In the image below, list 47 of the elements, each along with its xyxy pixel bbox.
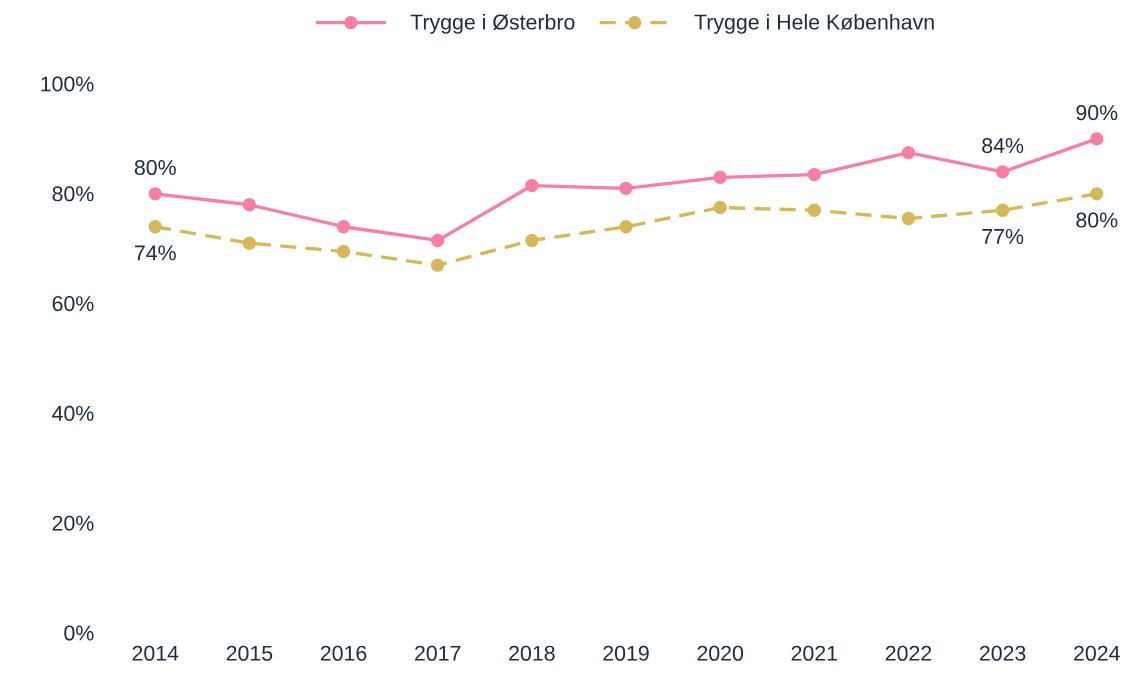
y-tick-label: 60% [52,296,94,312]
x-tick-label: 2015 [226,645,273,661]
point [525,178,539,193]
x-tick-label: 2022 [885,645,932,661]
x-tick-label: 2016 [320,645,367,661]
point [619,181,633,195]
point [901,145,916,160]
data-label: 80% [1076,212,1118,228]
legend-label: Trygge i Østerbro [410,13,575,34]
point [995,203,1010,217]
y-tick-label: 40% [52,405,94,421]
point [242,198,257,212]
x-tick-label: 2018 [509,645,555,661]
point [713,170,727,184]
point [807,203,821,217]
data-label: 90% [1076,105,1118,121]
y-tick-label: 20% [52,515,94,531]
x-tick-label: 2023 [979,645,1026,661]
point [1090,132,1104,146]
y-tick-label: 80% [52,186,94,202]
x-tick-label: 2021 [791,645,837,661]
data-label: 77% [982,228,1024,244]
data-label: 80% [134,159,176,176]
x-tick-label: 2019 [603,645,649,661]
point [1090,187,1104,201]
point [525,233,539,248]
x-tick-label: 2024 [1074,645,1120,661]
data-label: 84% [982,138,1024,154]
point [148,220,162,234]
point [336,244,351,259]
x-tick-label: 2017 [415,645,461,661]
point [336,220,351,234]
point [431,258,445,272]
point [148,187,162,201]
point [242,236,257,250]
x-tick-label: 2020 [697,645,744,661]
point [901,211,916,226]
data-label: 74% [134,245,176,261]
point [807,167,821,182]
y-tick-label: 0% [64,625,94,641]
x-tick-label: 2014 [132,645,179,661]
point [995,165,1010,179]
legend-label: Trygge i Hele København [694,13,934,34]
point [431,233,445,248]
y-tick-label: 100% [41,76,94,92]
point [619,220,633,234]
point [713,200,727,215]
